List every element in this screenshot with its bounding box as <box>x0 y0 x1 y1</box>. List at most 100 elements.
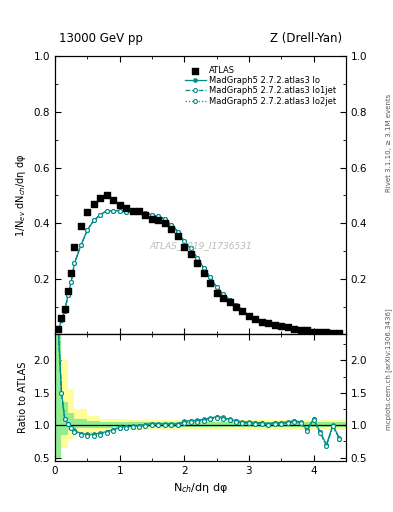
MadGraph5 2.7.2.atlas3 lo1jet <box>233 302 238 308</box>
MadGraph5 2.7.2.atlas3 lo1jet <box>156 213 161 219</box>
MadGraph5 2.7.2.atlas3 lo1jet <box>150 212 154 218</box>
ATLAS <box>291 325 297 333</box>
ATLAS <box>149 215 155 223</box>
ATLAS <box>252 315 259 323</box>
MadGraph5 2.7.2.atlas3 lo2jet <box>79 242 83 248</box>
MadGraph5 2.7.2.atlas3 lo1jet <box>72 261 77 267</box>
MadGraph5 2.7.2.atlas3 lo1jet <box>227 296 232 303</box>
MadGraph5 2.7.2.atlas3 lo2jet <box>259 318 264 325</box>
MadGraph5 2.7.2.atlas3 lo2jet <box>124 209 129 215</box>
ATLAS <box>71 243 77 251</box>
MadGraph5 2.7.2.atlas3 lo <box>130 209 135 215</box>
MadGraph5 2.7.2.atlas3 lo <box>111 207 116 214</box>
MadGraph5 2.7.2.atlas3 lo <box>124 209 129 215</box>
Line: MadGraph5 2.7.2.atlas3 lo: MadGraph5 2.7.2.atlas3 lo <box>56 209 342 335</box>
MadGraph5 2.7.2.atlas3 lo2jet <box>233 302 238 308</box>
MadGraph5 2.7.2.atlas3 lo2jet <box>318 329 322 335</box>
MadGraph5 2.7.2.atlas3 lo2jet <box>111 207 116 214</box>
ATLAS <box>310 328 317 336</box>
ATLAS <box>278 322 285 330</box>
MadGraph5 2.7.2.atlas3 lo1jet <box>292 326 296 332</box>
MadGraph5 2.7.2.atlas3 lo2jet <box>298 327 303 333</box>
MadGraph5 2.7.2.atlas3 lo1jet <box>79 242 83 248</box>
ATLAS <box>116 201 123 209</box>
MadGraph5 2.7.2.atlas3 lo2jet <box>227 296 232 303</box>
Text: 13000 GeV pp: 13000 GeV pp <box>59 32 143 45</box>
MadGraph5 2.7.2.atlas3 lo1jet <box>272 322 277 328</box>
MadGraph5 2.7.2.atlas3 lo2jet <box>130 209 135 215</box>
ATLAS <box>220 294 226 303</box>
MadGraph5 2.7.2.atlas3 lo1jet <box>163 216 167 222</box>
MadGraph5 2.7.2.atlas3 lo1jet <box>124 209 129 215</box>
MadGraph5 2.7.2.atlas3 lo2jet <box>337 330 342 336</box>
MadGraph5 2.7.2.atlas3 lo <box>56 327 61 333</box>
MadGraph5 2.7.2.atlas3 lo1jet <box>201 265 206 271</box>
ATLAS <box>336 329 343 337</box>
ATLAS <box>65 287 71 295</box>
X-axis label: N$_{ch}$/dη dφ: N$_{ch}$/dη dφ <box>173 481 228 495</box>
MadGraph5 2.7.2.atlas3 lo1jet <box>253 315 258 322</box>
MadGraph5 2.7.2.atlas3 lo2jet <box>175 228 180 234</box>
ATLAS <box>97 194 103 202</box>
Line: MadGraph5 2.7.2.atlas3 lo1jet: MadGraph5 2.7.2.atlas3 lo1jet <box>56 209 342 335</box>
MadGraph5 2.7.2.atlas3 lo2jet <box>56 327 61 333</box>
ATLAS <box>194 260 200 268</box>
MadGraph5 2.7.2.atlas3 lo <box>214 284 219 290</box>
MadGraph5 2.7.2.atlas3 lo2jet <box>266 320 271 326</box>
ATLAS <box>239 307 246 315</box>
MadGraph5 2.7.2.atlas3 lo2jet <box>214 284 219 290</box>
MadGraph5 2.7.2.atlas3 lo1jet <box>337 330 342 336</box>
MadGraph5 2.7.2.atlas3 lo <box>182 238 187 244</box>
MadGraph5 2.7.2.atlas3 lo1jet <box>62 308 67 314</box>
ATLAS <box>259 318 265 326</box>
MadGraph5 2.7.2.atlas3 lo <box>195 255 200 261</box>
MadGraph5 2.7.2.atlas3 lo <box>188 245 193 251</box>
MadGraph5 2.7.2.atlas3 lo2jet <box>221 291 226 297</box>
MadGraph5 2.7.2.atlas3 lo <box>279 323 284 329</box>
MadGraph5 2.7.2.atlas3 lo2jet <box>69 279 73 285</box>
ATLAS <box>285 324 291 332</box>
MadGraph5 2.7.2.atlas3 lo <box>240 307 245 313</box>
ATLAS <box>68 269 74 278</box>
ATLAS <box>91 200 97 208</box>
ATLAS <box>84 208 90 216</box>
ATLAS <box>123 204 129 212</box>
ATLAS <box>104 191 110 200</box>
MadGraph5 2.7.2.atlas3 lo <box>266 320 271 326</box>
ATLAS <box>62 305 68 313</box>
MadGraph5 2.7.2.atlas3 lo1jet <box>98 212 103 218</box>
MadGraph5 2.7.2.atlas3 lo <box>85 227 90 233</box>
ATLAS <box>55 325 61 333</box>
ATLAS <box>174 231 181 240</box>
MadGraph5 2.7.2.atlas3 lo <box>79 242 83 248</box>
MadGraph5 2.7.2.atlas3 lo <box>201 265 206 271</box>
MadGraph5 2.7.2.atlas3 lo1jet <box>66 292 70 298</box>
Text: mcplots.cern.ch [arXiv:1306.3436]: mcplots.cern.ch [arXiv:1306.3436] <box>385 308 392 430</box>
MadGraph5 2.7.2.atlas3 lo2jet <box>279 323 284 329</box>
MadGraph5 2.7.2.atlas3 lo2jet <box>92 217 96 223</box>
MadGraph5 2.7.2.atlas3 lo2jet <box>169 222 174 228</box>
MadGraph5 2.7.2.atlas3 lo <box>272 322 277 328</box>
MadGraph5 2.7.2.atlas3 lo2jet <box>305 328 309 334</box>
ATLAS <box>207 279 213 287</box>
MadGraph5 2.7.2.atlas3 lo1jet <box>195 255 200 261</box>
MadGraph5 2.7.2.atlas3 lo <box>163 216 167 222</box>
MadGraph5 2.7.2.atlas3 lo <box>59 317 64 324</box>
MadGraph5 2.7.2.atlas3 lo2jet <box>117 207 122 214</box>
MadGraph5 2.7.2.atlas3 lo <box>72 261 77 267</box>
MadGraph5 2.7.2.atlas3 lo2jet <box>137 209 141 215</box>
MadGraph5 2.7.2.atlas3 lo2jet <box>105 207 109 214</box>
MadGraph5 2.7.2.atlas3 lo1jet <box>130 209 135 215</box>
MadGraph5 2.7.2.atlas3 lo1jet <box>246 312 251 318</box>
ATLAS <box>78 222 84 230</box>
MadGraph5 2.7.2.atlas3 lo2jet <box>72 261 77 267</box>
MadGraph5 2.7.2.atlas3 lo1jet <box>137 209 141 215</box>
MadGraph5 2.7.2.atlas3 lo <box>318 329 322 335</box>
MadGraph5 2.7.2.atlas3 lo <box>285 325 290 331</box>
Text: Z (Drell-Yan): Z (Drell-Yan) <box>270 32 342 45</box>
MadGraph5 2.7.2.atlas3 lo1jet <box>92 217 96 223</box>
MadGraph5 2.7.2.atlas3 lo1jet <box>285 325 290 331</box>
ATLAS <box>246 312 252 321</box>
MadGraph5 2.7.2.atlas3 lo1jet <box>221 291 226 297</box>
MadGraph5 2.7.2.atlas3 lo <box>227 296 232 303</box>
